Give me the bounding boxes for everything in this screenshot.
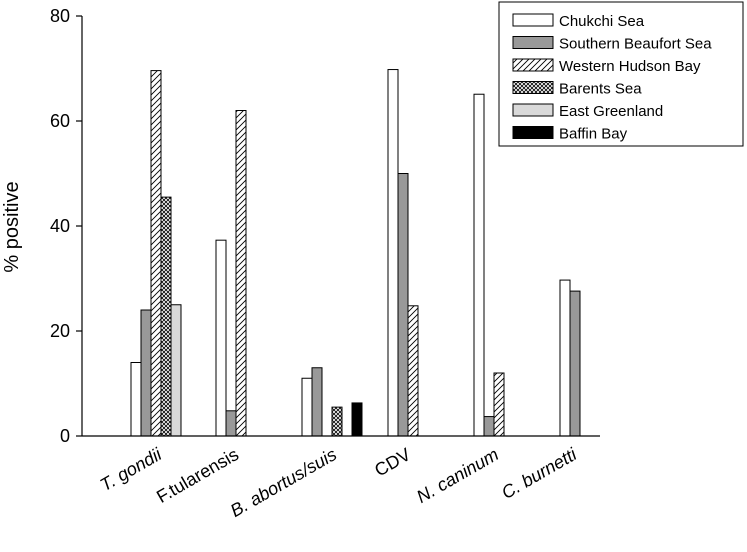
legend-swatch	[512, 126, 554, 139]
bar-4-1	[160, 196, 172, 437]
bar-1-2	[215, 239, 227, 437]
bar-2-3	[311, 367, 323, 437]
legend-label: East Greenland	[559, 103, 663, 120]
bar-3-2	[235, 110, 247, 437]
bar-1-3	[301, 377, 313, 437]
bar-2-2	[225, 410, 237, 437]
x-tick-label: CDV	[371, 444, 414, 480]
x-tick-label: F.tularensis	[153, 444, 242, 507]
bar-2-6	[569, 290, 581, 437]
bar-1-5	[473, 93, 485, 437]
x-tick-label: B. abortus/suis	[227, 444, 340, 521]
y-tick-label: 80	[50, 6, 70, 26]
x-tick-label: C. burnetti	[498, 444, 581, 503]
bar-1-1	[130, 362, 142, 437]
bar-2-4	[397, 173, 409, 437]
bar-2-5	[483, 416, 495, 437]
bar-6-3	[351, 402, 363, 437]
legend-label: Baffin Bay	[559, 126, 628, 143]
legend-label: Chukchi Sea	[559, 13, 645, 30]
legend: Chukchi Sea Southern Beaufort Sea Western …	[498, 1, 744, 147]
x-tick-label: N. caninum	[413, 444, 502, 507]
legend-label: Southern Beaufort Sea	[559, 36, 712, 53]
y-axis-label: % positive	[1, 181, 23, 272]
legend-label: Barents Sea	[559, 81, 642, 98]
bar-1-6	[559, 279, 571, 437]
bar-3-5	[493, 372, 505, 437]
legend-swatch	[512, 36, 554, 49]
bar-5-1	[170, 304, 182, 437]
legend-label: Western Hudson Bay	[559, 58, 701, 75]
bar-3-1	[150, 70, 162, 437]
legend-swatch	[512, 81, 554, 94]
legend-swatch	[512, 13, 554, 27]
bar-2-1	[140, 309, 152, 437]
y-tick-label: 0	[60, 426, 70, 446]
plot-area	[130, 69, 581, 437]
y-tick-label: 20	[50, 321, 70, 341]
bar-1-4	[387, 69, 399, 437]
y-tick-label: 40	[50, 216, 70, 236]
y-tick-label: 60	[50, 111, 70, 131]
bar-4-3	[331, 406, 343, 437]
legend-swatch	[512, 58, 554, 72]
legend-swatch	[512, 103, 554, 117]
bar-3-4	[407, 305, 419, 437]
